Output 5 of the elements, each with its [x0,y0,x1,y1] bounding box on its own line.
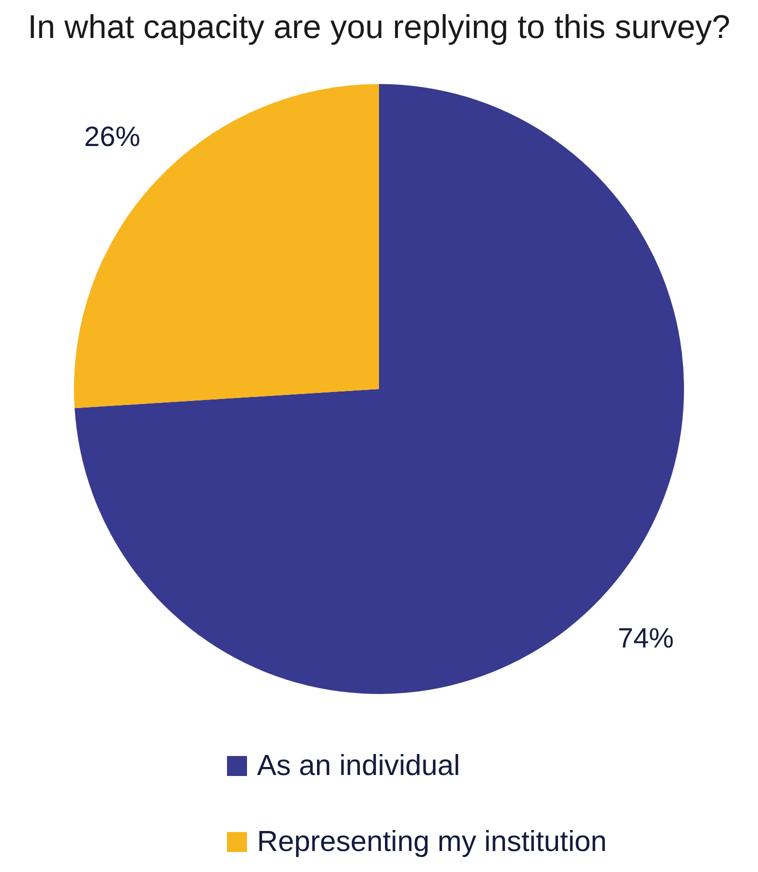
legend-label: As an individual [257,750,460,782]
data-label: 26% [84,121,140,152]
legend-label: Representing my institution [257,826,607,858]
chart-title: In what capacity are you replying to this survey? [26,8,732,46]
data-label: 74% [618,622,674,654]
